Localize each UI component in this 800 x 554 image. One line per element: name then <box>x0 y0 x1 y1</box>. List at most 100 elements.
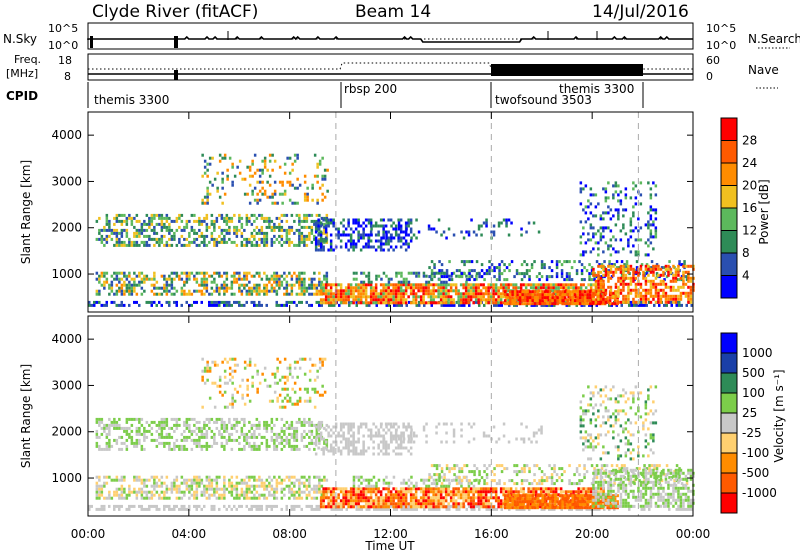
power-cell <box>278 216 281 220</box>
power-cell <box>243 192 247 196</box>
power-cell <box>290 225 294 229</box>
power-cell <box>645 263 649 267</box>
power-cell <box>536 290 539 294</box>
velocity-cell <box>308 504 311 508</box>
velocity-cell <box>108 490 111 494</box>
power-cell <box>175 243 179 247</box>
power-cell <box>367 274 371 278</box>
power-cell <box>597 253 600 257</box>
velocity-cell <box>500 507 503 511</box>
power-cell <box>190 292 194 296</box>
velocity-cell <box>206 360 209 364</box>
power-cell <box>160 303 163 307</box>
power-cell <box>583 296 587 300</box>
velocity-cell <box>160 496 164 500</box>
power-cell <box>622 264 625 268</box>
power-cell <box>150 219 154 223</box>
power-cell <box>230 280 234 284</box>
velocity-cell <box>100 493 104 497</box>
power-cell <box>427 289 430 293</box>
power-cell <box>407 283 410 287</box>
power-cell <box>374 221 378 225</box>
velocity-cell <box>108 441 111 445</box>
power-cell <box>647 279 650 283</box>
velocity-cell <box>253 423 256 427</box>
power-colorbar-tick-label: 16 <box>742 201 757 215</box>
power-cell <box>578 299 582 303</box>
velocity-cell <box>327 434 330 438</box>
power-cell <box>587 283 590 287</box>
power-cell <box>644 294 648 298</box>
power-cell <box>404 224 408 228</box>
velocity-cell <box>263 378 267 382</box>
power-cell <box>637 294 640 298</box>
power-cell <box>588 299 592 303</box>
power-cell <box>647 288 650 292</box>
power-cell <box>323 174 327 178</box>
power-cell <box>429 283 433 287</box>
power-cell <box>123 289 126 293</box>
velocity-cell <box>113 478 116 482</box>
power-cell <box>321 156 324 160</box>
velocity-cell <box>195 475 199 479</box>
power-cell <box>250 222 254 226</box>
power-cell <box>337 227 340 231</box>
power-cell <box>218 303 221 307</box>
power-cell <box>634 276 638 280</box>
velocity-cell <box>288 426 291 430</box>
velocity-cell <box>325 423 329 427</box>
power-cell <box>415 271 418 275</box>
velocity-cell <box>215 490 219 494</box>
power-cell <box>639 202 643 206</box>
power-cell <box>397 283 400 287</box>
power-cell <box>205 271 209 275</box>
power-cell <box>213 240 216 244</box>
power-cell <box>599 264 603 268</box>
power-cell <box>185 280 189 284</box>
velocity-cell <box>98 493 101 497</box>
power-cell <box>377 301 380 305</box>
power-cell <box>230 283 234 287</box>
power-cell <box>160 237 164 241</box>
velocity-cell <box>208 481 211 485</box>
power-cell <box>230 274 234 278</box>
power-cell <box>617 291 620 295</box>
velocity-cell <box>283 478 286 482</box>
power-cell <box>357 289 360 293</box>
power-cell <box>128 283 131 287</box>
velocity-cell <box>223 475 226 479</box>
power-cell <box>415 218 418 222</box>
velocity-cell <box>211 381 214 385</box>
power-cell <box>364 218 368 222</box>
power-cell <box>438 260 441 264</box>
power-cell <box>379 301 383 305</box>
power-cell <box>253 228 256 232</box>
power-cell <box>349 295 353 299</box>
nsky-spike <box>174 36 178 48</box>
velocity-cell <box>173 487 176 491</box>
power-cell <box>377 298 380 302</box>
power-cell <box>145 277 149 281</box>
power-cell <box>235 234 239 238</box>
velocity-cell <box>243 366 247 370</box>
power-cell <box>407 295 410 299</box>
velocity-cell <box>245 496 249 500</box>
velocity-cell <box>195 420 199 424</box>
power-cell <box>195 280 199 284</box>
power-cell <box>305 243 309 247</box>
power-cell <box>663 266 666 270</box>
velocity-cell <box>165 475 169 479</box>
power-cell <box>485 218 488 222</box>
power-cell <box>342 298 345 302</box>
velocity-cell <box>323 478 326 482</box>
power-cell <box>467 230 471 234</box>
velocity-cell <box>183 490 186 494</box>
velocity-cell <box>270 504 273 508</box>
velocity-cell <box>178 496 181 500</box>
power-cell <box>329 248 333 252</box>
power-cell <box>300 234 304 238</box>
power-cell <box>587 238 590 242</box>
nave-label: Nave <box>748 63 779 77</box>
velocity-cell <box>118 447 121 451</box>
velocity-cell <box>349 449 353 453</box>
